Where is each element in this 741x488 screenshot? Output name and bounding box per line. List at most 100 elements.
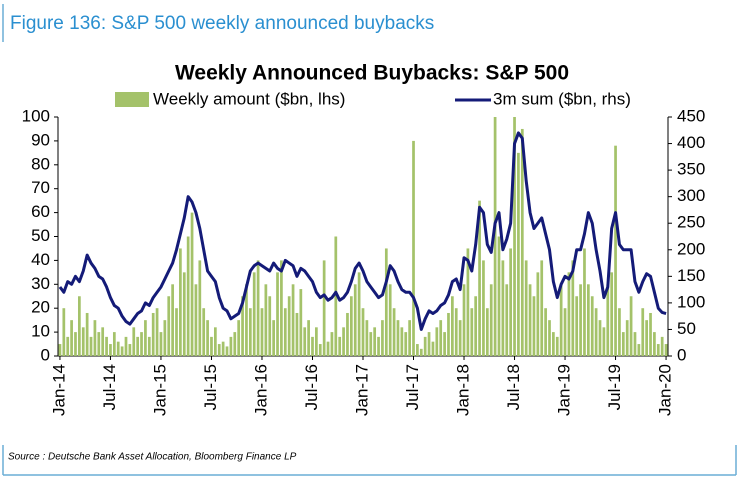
bar: [373, 327, 377, 356]
bar: [369, 332, 373, 356]
y2-tick-label: 400: [677, 133, 705, 152]
legend-label: 3m sum ($bn, rhs): [493, 89, 631, 108]
bar: [489, 284, 493, 356]
y-tick-label: 20: [31, 298, 50, 317]
bar: [392, 308, 396, 356]
bar: [536, 272, 540, 356]
bar: [474, 296, 478, 356]
bar: [217, 344, 221, 356]
bar: [233, 332, 237, 356]
x-tick-label: Jul-14: [100, 364, 119, 410]
bar: [136, 336, 140, 356]
bar: [140, 332, 143, 356]
y-tick-label: 90: [31, 130, 50, 149]
y2-tick-label: 150: [677, 266, 705, 285]
bar: [74, 332, 77, 356]
bar: [295, 312, 299, 356]
bar: [318, 344, 322, 356]
bar: [101, 327, 105, 356]
bar: [505, 284, 509, 356]
bar: [621, 332, 625, 356]
bar: [618, 308, 621, 356]
bar: [575, 296, 579, 356]
y2-tick-label: 100: [677, 292, 705, 311]
bar: [493, 117, 497, 356]
bar: [540, 260, 544, 356]
bar: [315, 327, 318, 356]
bar: [625, 320, 629, 356]
bar: [171, 284, 174, 356]
bar: [330, 332, 334, 356]
bar: [416, 344, 419, 356]
bar: [377, 336, 380, 356]
bar: [567, 272, 571, 356]
bar: [610, 272, 614, 356]
bar: [552, 332, 555, 356]
x-tick-label: Jan-19: [555, 364, 574, 416]
y-tick-label: 30: [31, 274, 50, 293]
bar: [272, 320, 275, 356]
bar: [384, 248, 388, 356]
y-tick-label: 40: [31, 250, 50, 269]
bar: [186, 236, 190, 356]
bar: [303, 327, 307, 356]
bar: [147, 336, 151, 356]
y-tick-label: 60: [31, 202, 50, 221]
bar: [334, 236, 338, 356]
bar: [229, 336, 233, 356]
bar: [280, 260, 283, 356]
bar: [299, 289, 303, 356]
bar: [311, 336, 314, 356]
x-tick-label: Jan-15: [150, 364, 169, 416]
bar: [202, 308, 206, 356]
y-tick-label: 50: [31, 226, 50, 245]
bar: [439, 320, 443, 356]
bar: [252, 272, 256, 356]
bar: [598, 320, 602, 356]
bar: [594, 308, 598, 356]
bar: [97, 332, 101, 356]
bar: [419, 348, 423, 356]
bar: [396, 320, 400, 356]
bar: [66, 336, 70, 356]
bar: [322, 260, 326, 356]
bar: [579, 284, 582, 356]
bar: [451, 296, 454, 356]
bar: [485, 308, 489, 356]
bar: [245, 284, 248, 356]
bar: [470, 308, 474, 356]
bar: [182, 272, 186, 356]
page-title: Figure 136: S&P 500 weekly announced buy…: [10, 13, 434, 34]
bar: [478, 200, 481, 356]
bar: [357, 272, 361, 356]
y-tick-label: 10: [31, 322, 50, 341]
bar: [532, 296, 536, 356]
bar: [338, 336, 342, 356]
bar: [641, 308, 645, 356]
bar: [637, 344, 641, 356]
bar: [128, 344, 132, 356]
y2-tick-label: 50: [677, 319, 696, 338]
bar: [58, 344, 62, 356]
bar: [144, 320, 147, 356]
bar: [497, 236, 501, 356]
bar: [221, 341, 225, 356]
bar: [381, 320, 384, 356]
bar: [105, 336, 108, 356]
x-tick-label: Jul-19: [605, 364, 624, 410]
bar: [645, 320, 648, 356]
bar: [408, 320, 411, 356]
bar: [264, 284, 268, 356]
bar: [544, 308, 547, 356]
y-tick-label: 70: [31, 178, 50, 197]
bar: [653, 332, 656, 356]
bar: [629, 296, 633, 356]
bar: [365, 320, 369, 356]
bar: [606, 284, 610, 356]
bar: [520, 128, 524, 356]
x-tick-label: Jan-20: [656, 364, 675, 416]
bar: [116, 341, 120, 356]
bar: [78, 296, 81, 356]
y-tick-label: 100: [22, 106, 50, 125]
bar: [563, 308, 567, 356]
